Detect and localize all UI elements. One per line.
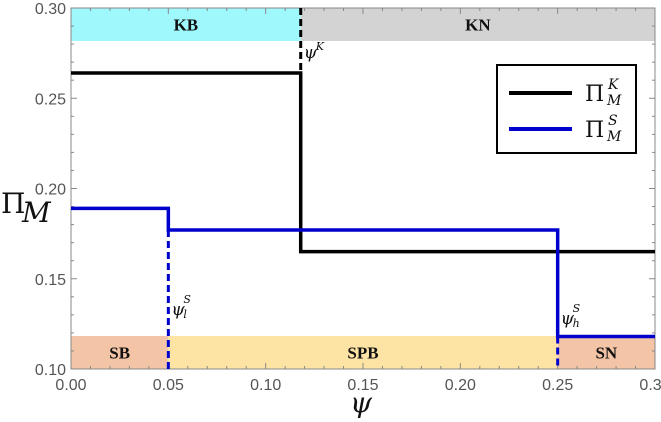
threshold-label-sup: S xyxy=(183,293,191,306)
region-label-sn: SN xyxy=(595,344,617,363)
region-labels: KB KN SB SPB SN xyxy=(109,16,618,363)
threshold-label-sup: S xyxy=(573,302,581,315)
y-axis-title: ΠM xyxy=(1,187,52,229)
region-label-kb: KB xyxy=(174,16,199,35)
y-axis-title-base: Π xyxy=(1,187,25,220)
x-axis-title: ψ xyxy=(350,386,373,419)
legend-label-k: Π xyxy=(585,82,604,107)
legend-sub: M xyxy=(606,93,622,109)
region-bands xyxy=(71,8,655,369)
x-tick-label: 0.05 xyxy=(153,377,184,394)
threshold-label-psi-k: ψ xyxy=(304,43,318,63)
y-tick-label: 0.15 xyxy=(35,272,66,289)
legend-sup: K xyxy=(607,77,620,93)
x-tick-label: 0.00 xyxy=(55,377,86,394)
region-label-kn: KN xyxy=(465,16,491,35)
y-tick-label: 0.20 xyxy=(35,182,66,199)
x-tick-label: 0.10 xyxy=(250,377,281,394)
legend-label-s: Π xyxy=(585,118,604,143)
region-band-kb xyxy=(71,8,301,41)
region-label-spb: SPB xyxy=(347,344,378,363)
region-label-sb: SB xyxy=(109,344,130,363)
threshold-label-sub: h xyxy=(573,317,580,330)
x-tick-label: 0.30 xyxy=(639,377,661,394)
y-tick-label: 0.25 xyxy=(35,91,66,108)
threshold-label-psi-h: ψ xyxy=(561,309,575,329)
legend-sup: S xyxy=(608,113,618,129)
legend-sub: M xyxy=(606,129,622,145)
data-series xyxy=(71,71,655,339)
threshold-label-sup: K xyxy=(315,40,325,53)
axes: 0.00 0.05 0.10 0.15 0.20 0.25 0.30 0.10 0.15 0.20… xyxy=(35,1,661,394)
series-line-k xyxy=(71,71,655,254)
y-tick-label: 0.10 xyxy=(35,362,66,379)
region-band-sb xyxy=(71,336,169,369)
x-tick-label: 0.15 xyxy=(347,377,378,394)
legend-box xyxy=(496,64,637,154)
region-band-sn xyxy=(557,336,655,369)
x-tick-label: 0.20 xyxy=(445,377,476,394)
threshold-label-sub: l xyxy=(183,308,187,321)
y-tick-label: 0.30 xyxy=(35,1,66,18)
x-tick-label: 0.25 xyxy=(542,377,573,394)
y-axis-title-sub: M xyxy=(21,196,52,229)
series-line-s xyxy=(71,206,655,339)
region-band-kn xyxy=(300,8,655,41)
legend: Π KMΠ SM xyxy=(496,64,637,154)
threshold-label-psi-l: ψ xyxy=(171,300,185,320)
